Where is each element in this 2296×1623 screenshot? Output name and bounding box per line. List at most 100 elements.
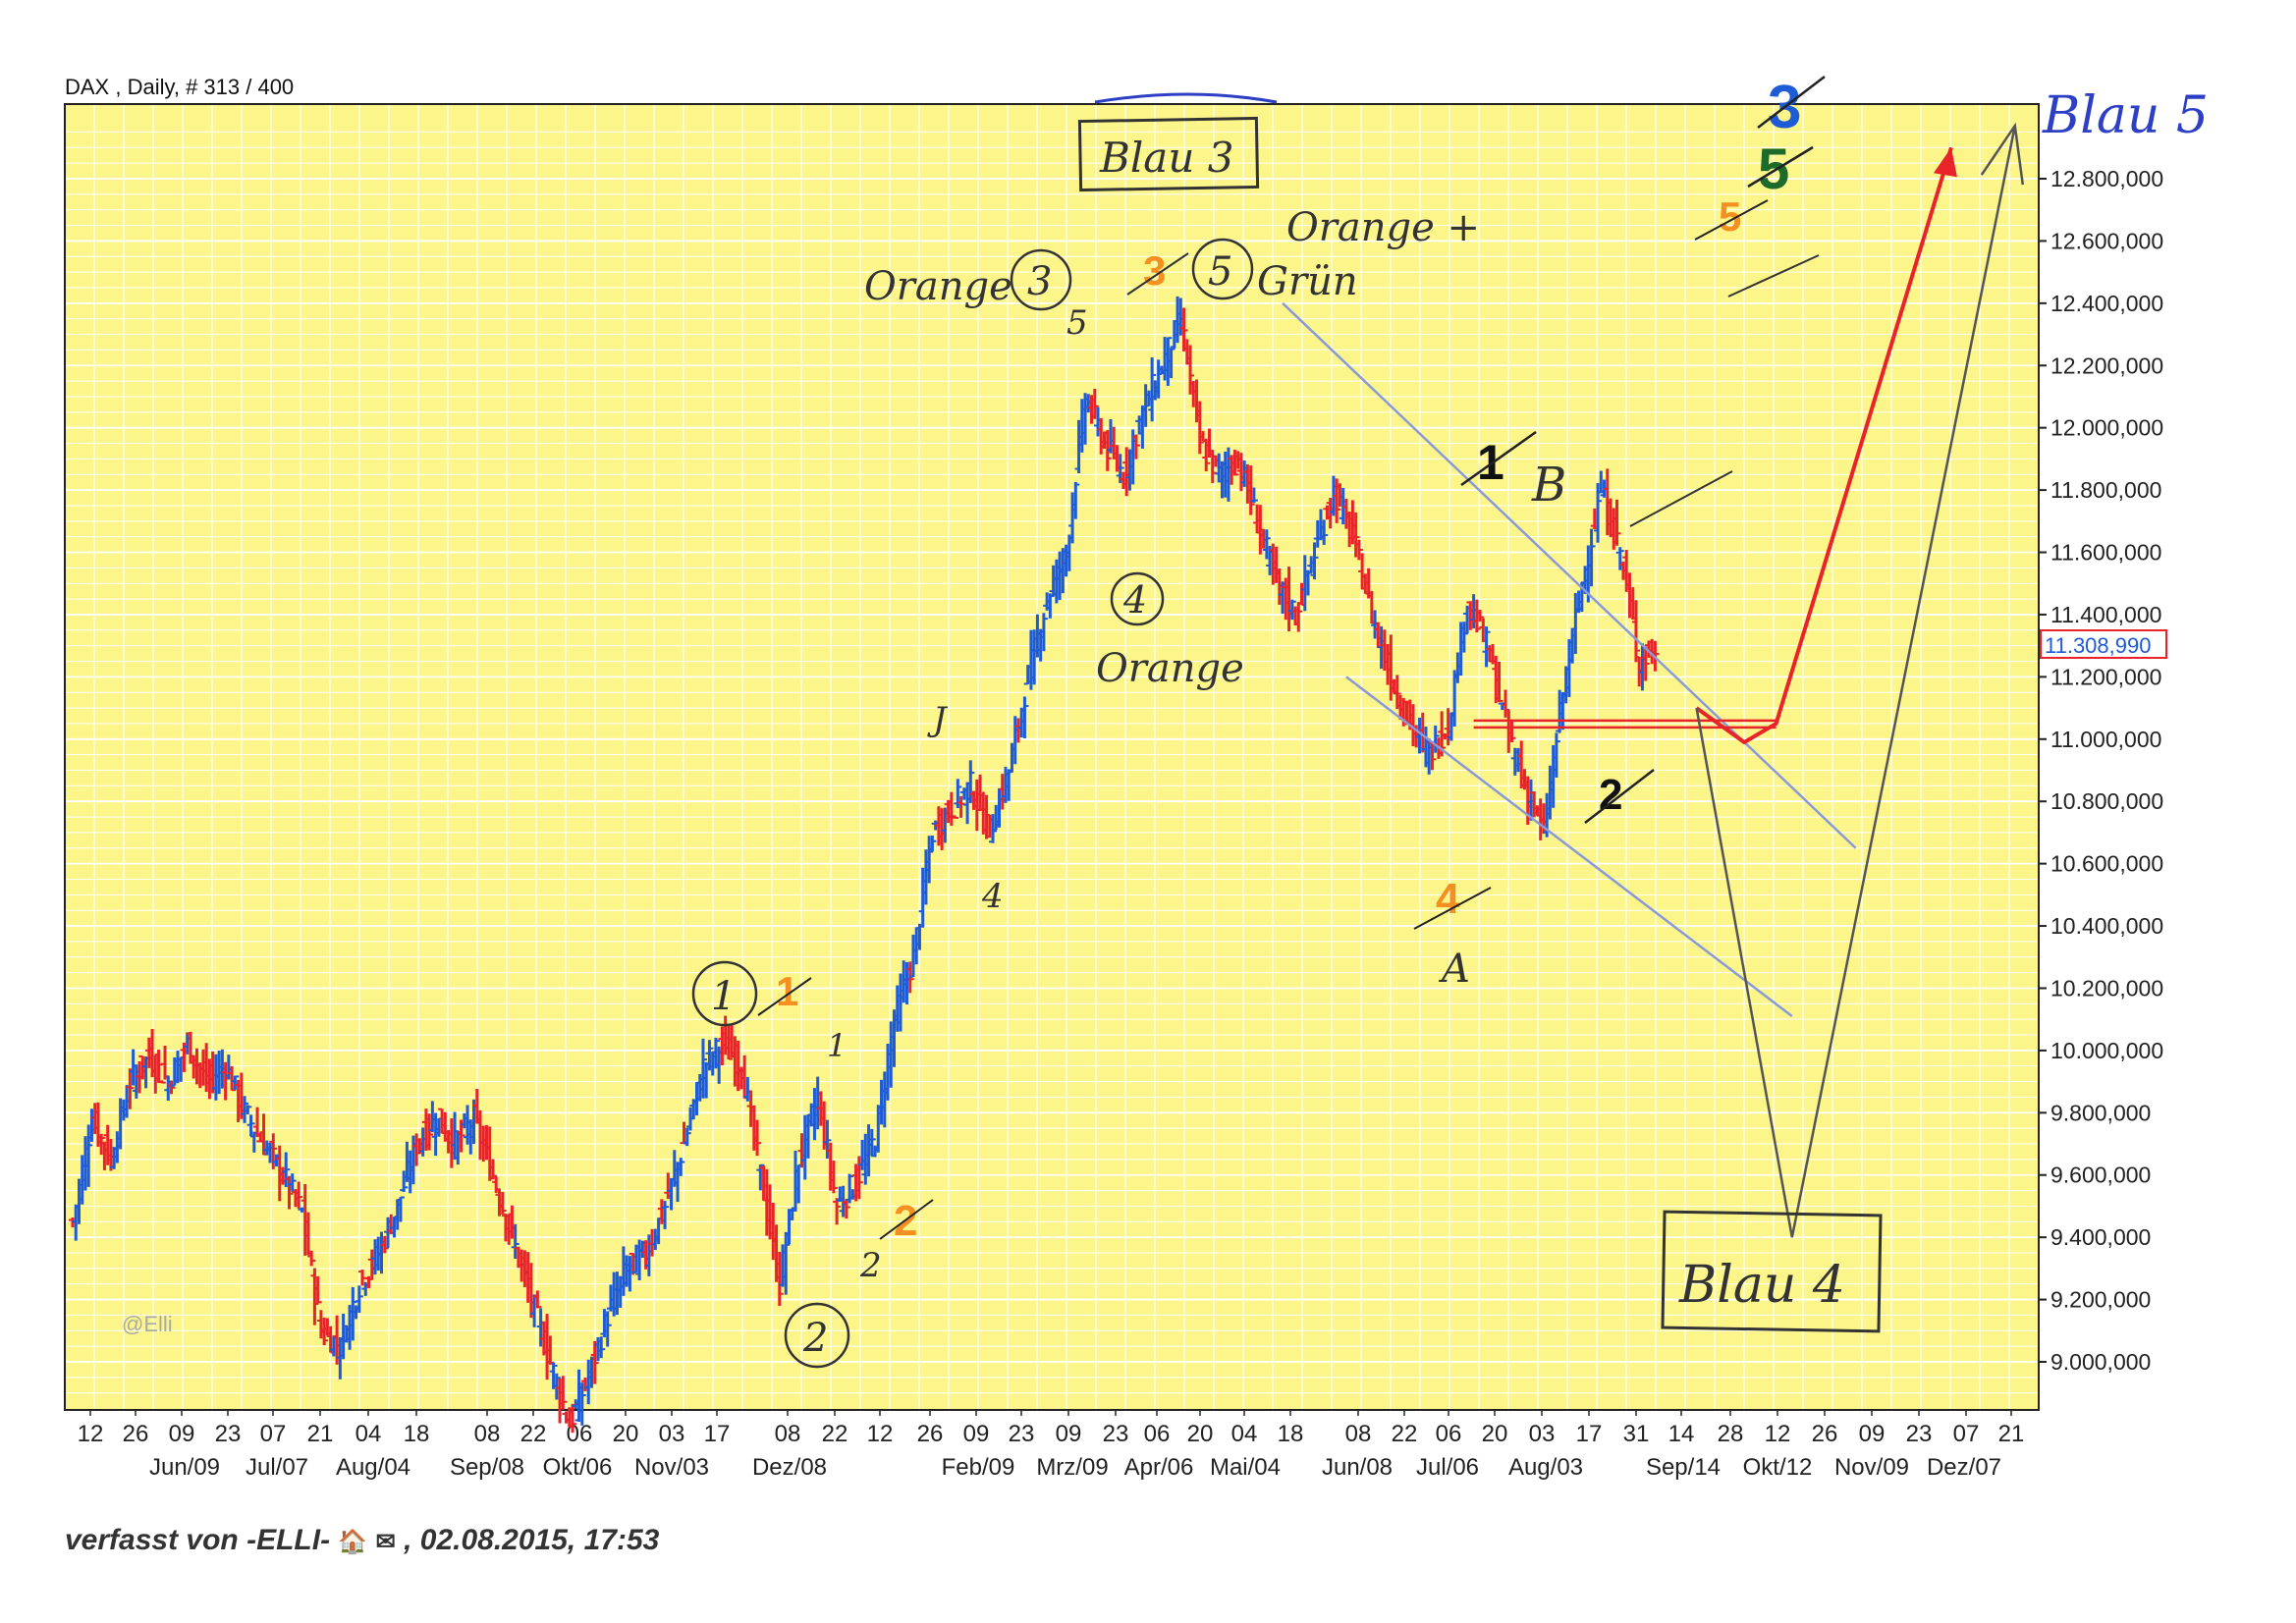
x-tick-label: 20	[1482, 1421, 1508, 1447]
annot-a: A	[1438, 947, 1470, 992]
x-month-label: Aug/03	[1508, 1454, 1583, 1481]
x-month-label: Okt/12	[1743, 1454, 1813, 1481]
x-tick-label: 07	[1953, 1421, 1980, 1447]
y-tick-label: 10.600,000	[2050, 851, 2163, 877]
y-tick-label: 11.000,000	[2050, 727, 2161, 752]
annot-orange1: 1	[776, 968, 798, 1014]
annot-small-j: J	[927, 700, 949, 739]
x-month-label: Jun/09	[149, 1454, 220, 1481]
watermark: @Elli	[122, 1312, 173, 1336]
annot-circle2-num: 2	[802, 1316, 828, 1361]
x-month-label: Dez/07	[1927, 1454, 2001, 1481]
annot-wave2-black: 2	[1599, 771, 1622, 819]
annot-w5-circle	[1191, 238, 1254, 300]
x-axis: 12 26 09 23 07 21 04 18 08 22 06 20 03 17 08 22 12 26 09 23…	[78, 1410, 2025, 1481]
y-tick-label: 10.400,000	[2050, 913, 2163, 939]
x-tick-label: 31	[1623, 1421, 1650, 1447]
x-tick-label: 23	[1009, 1421, 1035, 1447]
x-tick-label: 26	[123, 1421, 149, 1447]
x-month-label: Sep/14	[1646, 1454, 1721, 1481]
x-tick-label: 08	[474, 1421, 501, 1447]
x-tick-label: 06	[1144, 1421, 1171, 1447]
y-tick-label: 11.600,000	[2050, 540, 2161, 566]
x-tick-label: 17	[704, 1421, 731, 1447]
annot-circle1-num: 1	[711, 974, 736, 1019]
annot-b: B	[1531, 458, 1566, 513]
annot-green5: 5	[1758, 137, 1789, 201]
annot-orange-gruen-2: Grün	[1257, 259, 1358, 304]
annot-orange5: 5	[1719, 193, 1741, 240]
annot-circle1	[691, 960, 758, 1027]
x-tick-label: 20	[613, 1421, 639, 1447]
x-tick-label: 12	[78, 1421, 104, 1447]
annot-blau4-box	[1661, 1210, 1883, 1333]
chart-title: DAX , Daily, # 313 / 400	[65, 75, 294, 99]
x-tick-label: 20	[1187, 1421, 1214, 1447]
current-price-box	[2040, 629, 2167, 659]
x-tick-label: 22	[822, 1421, 848, 1447]
x-month-label: Dez/08	[752, 1454, 827, 1481]
home-icon[interactable]: 🏠	[338, 1529, 368, 1555]
y-tick-label: 9.600,000	[2050, 1163, 2151, 1188]
x-tick-label: 21	[1998, 1421, 2025, 1447]
x-tick-label: 14	[1668, 1421, 1695, 1447]
x-tick-label: 09	[1056, 1421, 1082, 1447]
x-month-label: Aug/04	[336, 1454, 410, 1481]
y-tick-label: 10.000,000	[2050, 1038, 2163, 1063]
annot-orange3-num: 3	[1027, 259, 1052, 304]
y-tick-label: 9.400,000	[2050, 1224, 2151, 1250]
y-tick-label: 9.000,000	[2050, 1349, 2151, 1375]
x-tick-label: 08	[1345, 1421, 1372, 1447]
x-month-label: Jul/07	[246, 1454, 308, 1481]
y-tick-label: 10.800,000	[2050, 788, 2163, 814]
mail-icon[interactable]: ✉	[375, 1529, 396, 1555]
annot-wave1-black: 1	[1477, 435, 1504, 490]
x-month-label: Jun/08	[1322, 1454, 1393, 1481]
projection-red	[1695, 146, 1953, 745]
plot-border	[64, 103, 2040, 1411]
y-tick-label: 12.200,000	[2050, 352, 2163, 378]
grid	[65, 104, 2039, 1410]
y-tick-label: 12.000,000	[2050, 415, 2163, 441]
annot-blau3: Blau 3	[1099, 134, 1233, 182]
x-tick-label: 23	[215, 1421, 242, 1447]
y-tick-label: 11.800,000	[2050, 477, 2161, 503]
x-tick-label: 22	[520, 1421, 547, 1447]
annot-circle4-num: 4	[1122, 578, 1147, 622]
x-tick-label: 08	[775, 1421, 801, 1447]
x-month-label: Jul/06	[1416, 1454, 1479, 1481]
annot-orange3: Orange	[864, 264, 1012, 309]
channel-upper	[1282, 301, 1857, 849]
y-tick-label: 12.400,000	[2050, 291, 2163, 316]
footer: verfasst von -ELLI- 🏠 ✉ , 02.08.2015, 17…	[65, 1524, 659, 1557]
projection-red-arrowhead	[1933, 147, 1957, 178]
y-tick-label: 12.600,000	[2050, 228, 2163, 253]
y-tick-label: 9.200,000	[2050, 1287, 2151, 1313]
y-tick-label: 11.200,000	[2050, 664, 2161, 689]
y-tick-label: 12.800,000	[2050, 166, 2163, 191]
x-month-label: Mrz/09	[1036, 1454, 1108, 1481]
x-month-label: Nov/09	[1834, 1454, 1909, 1481]
annot-orange3-circle	[1010, 248, 1072, 311]
x-month-label: Nov/03	[634, 1454, 709, 1481]
x-tick-label: 18	[1278, 1421, 1304, 1447]
x-tick-label: 04	[1231, 1421, 1258, 1447]
x-tick-label: 06	[1436, 1421, 1462, 1447]
annot-orange-gruen-1: Orange +	[1286, 205, 1480, 250]
x-tick-label: 09	[1859, 1421, 1886, 1447]
y-tick-label: 11.400,000	[2050, 602, 2161, 627]
x-month-label: Sep/08	[450, 1454, 524, 1481]
annot-circle4	[1110, 571, 1165, 626]
projection-gray-arrowhead	[1980, 122, 2025, 186]
annot-small-1: 1	[827, 1027, 847, 1064]
trend-overlays	[1282, 122, 2025, 1238]
annot-orange-label: Orange	[1096, 646, 1244, 691]
annot-small-2: 2	[859, 1246, 882, 1285]
x-tick-label: 03	[659, 1421, 685, 1447]
x-tick-label: 12	[867, 1421, 894, 1447]
footer-date: , 02.08.2015, 17:53	[404, 1524, 660, 1556]
x-tick-label: 17	[1576, 1421, 1603, 1447]
annot-blau3-box	[1077, 116, 1260, 192]
hand-annotations: Orange 3 5 3 5 Orange + Grün Blau 3 Blau…	[691, 74, 2209, 1369]
